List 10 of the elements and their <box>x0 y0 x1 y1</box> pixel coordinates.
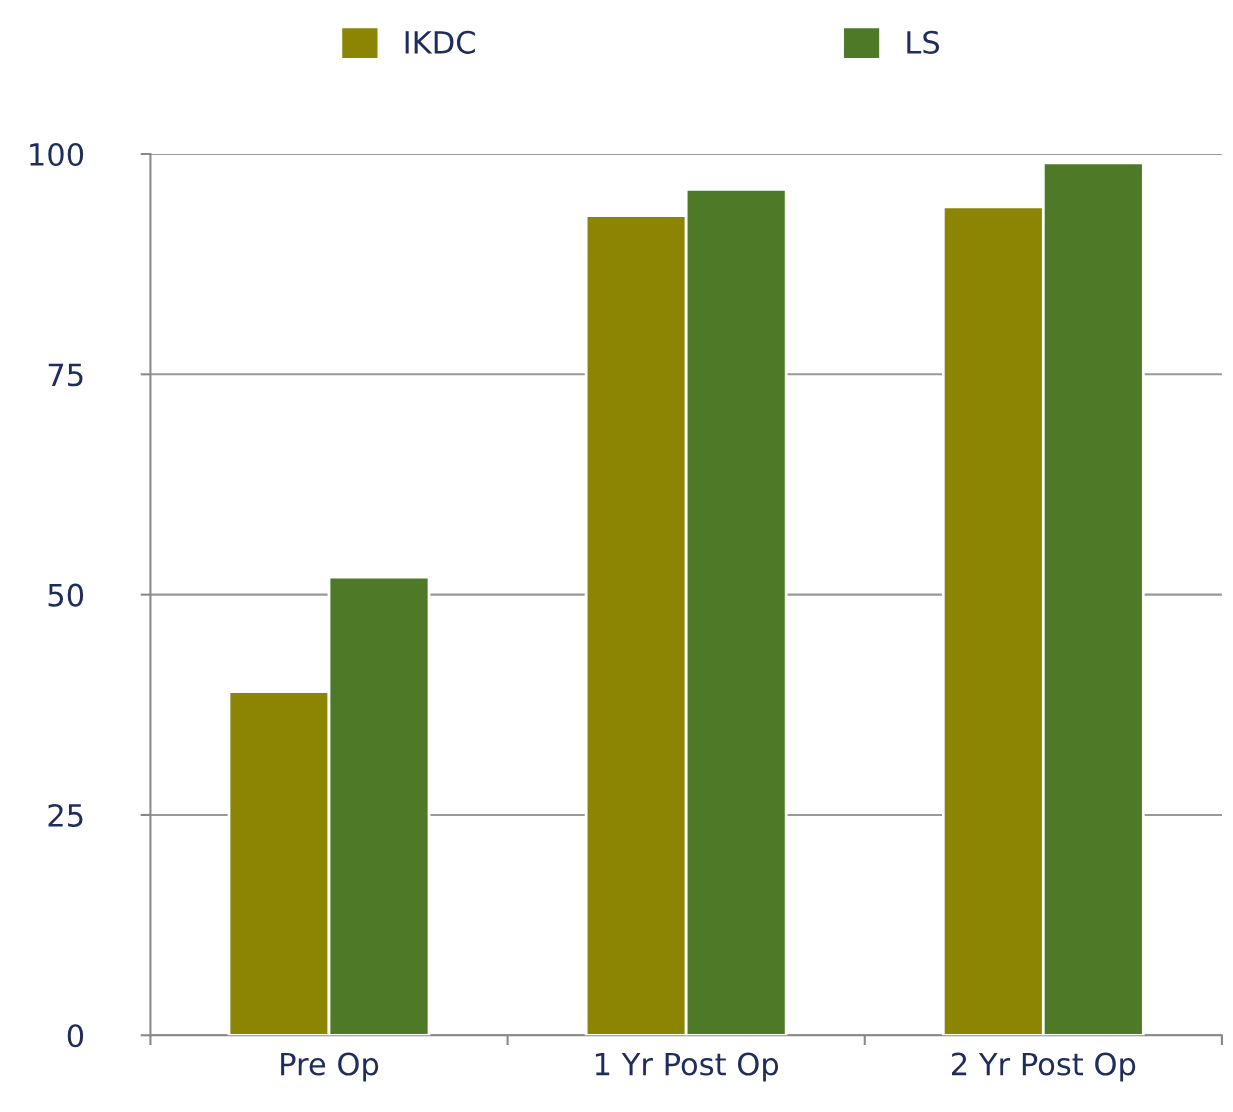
y-tick-label: 25 <box>48 803 83 827</box>
y-tick-label: 0 <box>67 1024 84 1048</box>
y-tick-label: 100 <box>30 142 84 167</box>
x-tick-label: 2 Yr Post Op <box>951 1052 1136 1082</box>
y-tick-label: 75 <box>48 363 83 387</box>
y-tick-label: 50 <box>48 583 84 607</box>
legend-label: LS <box>907 30 940 54</box>
x-tick-label: 1 Yr Post Op <box>595 1052 779 1082</box>
legend-label: IKDC <box>405 30 475 54</box>
x-tick-label: Pre Op <box>281 1052 379 1082</box>
